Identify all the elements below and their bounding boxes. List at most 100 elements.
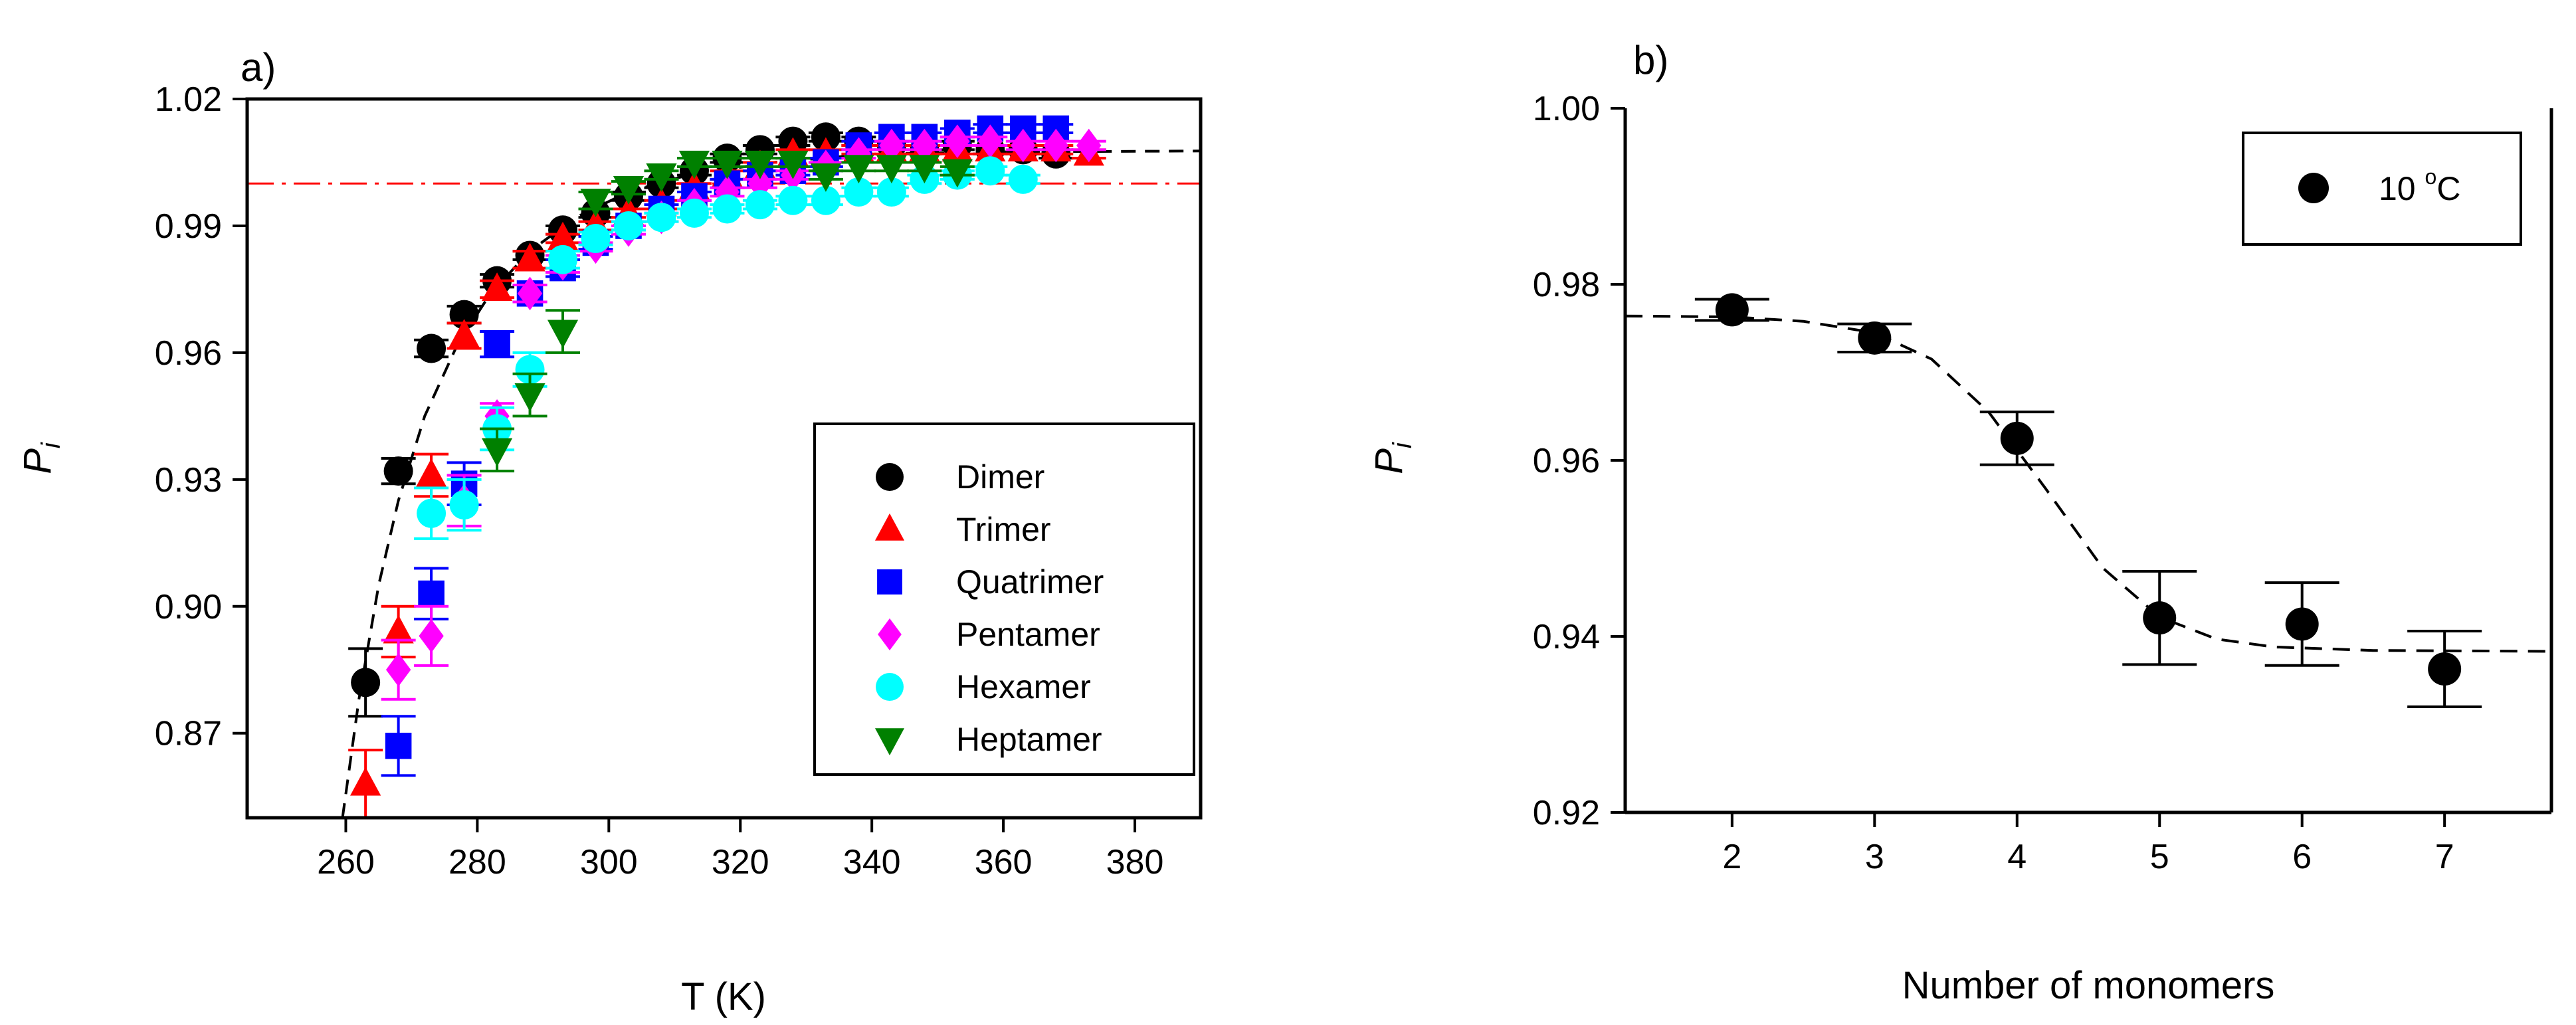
- panel-a-legend: Dimer Trimer Quatrimer Pentamer Hexamer Hepta…: [813, 422, 1195, 776]
- point-pentamer: [912, 128, 938, 163]
- panel-a-label: a): [241, 45, 276, 90]
- point-hexamer: [614, 211, 643, 240]
- point-hexamer: [811, 185, 841, 215]
- panel-b-y-axis-title: Pi: [1367, 442, 1417, 474]
- panel-b-legend: 10 oC: [2242, 132, 2522, 246]
- panel-b-x-tick-label: 4: [2007, 838, 2027, 876]
- point-10c: [2285, 607, 2319, 641]
- point-heptamer: [547, 320, 579, 349]
- point-pentamer: [419, 619, 444, 653]
- point-trimer: [383, 614, 414, 644]
- panel-b-y-tick-label: 0.96: [1533, 442, 1600, 480]
- point-heptamer: [580, 189, 611, 218]
- point-heptamer: [613, 176, 644, 205]
- point-pentamer: [879, 128, 904, 163]
- panel-b-x-ticks: 2 3 4 5 6 7: [1722, 812, 2454, 876]
- panel-a-y-tick-label: 0.90: [155, 588, 222, 626]
- panel-a-x-tick-label: 380: [1106, 843, 1164, 882]
- point-pentamer: [385, 652, 411, 687]
- point-dimer: [417, 333, 446, 363]
- panel-a: a) 260 280 300 320 340 360 380 0.87 0.90 0.93 0.9…: [16, 45, 1203, 1018]
- series-heptamer: [480, 150, 975, 473]
- point-hexamer: [581, 224, 611, 254]
- point-10c: [1858, 321, 1892, 355]
- point-hexamer: [679, 198, 709, 228]
- legend-label-dimer: Dimer: [956, 458, 1044, 496]
- point-hexamer: [844, 177, 874, 207]
- point-heptamer: [909, 155, 940, 184]
- panel-b-y-tick-label: 0.98: [1533, 266, 1600, 304]
- panel-a-x-tick-label: 260: [317, 843, 375, 882]
- point-heptamer: [843, 155, 874, 184]
- point-heptamer: [678, 150, 710, 179]
- panel-b-y-tick-label: 0.92: [1533, 794, 1600, 832]
- point-heptamer: [744, 150, 776, 179]
- legend-marker-hexamer: [876, 673, 904, 701]
- panel-a-x-tick-label: 360: [975, 843, 1033, 882]
- point-pentamer: [1043, 128, 1068, 163]
- point-trimer: [350, 767, 381, 796]
- panel-b-x-axis-title: Number of monomers: [1902, 964, 2275, 1007]
- point-10c: [1715, 293, 1749, 327]
- point-10c: [2000, 421, 2034, 455]
- point-hexamer: [876, 177, 906, 207]
- point-pentamer: [517, 276, 543, 311]
- panel-b-x-tick-label: 3: [1865, 838, 1884, 876]
- legend-marker-pentamer: [878, 618, 902, 651]
- point-hexamer: [646, 203, 676, 233]
- legend-marker-dimer: [876, 463, 904, 491]
- point-pentamer: [1011, 128, 1036, 163]
- panel-a-y-axis-title-sub: i: [37, 442, 66, 448]
- panel-a-x-tick-label: 340: [843, 843, 901, 882]
- panel-b-series: [1694, 293, 2482, 708]
- point-dimer: [351, 668, 381, 698]
- point-pentamer: [1076, 128, 1102, 163]
- panel-a-y-axis-title-main: P: [16, 448, 59, 474]
- legend-label-heptamer: Heptamer: [956, 721, 1102, 758]
- panel-b: b) 2 3 4 5 6 7 0.92 0.94 0.96 0.98 1.00 Number of…: [1367, 38, 2553, 1007]
- legend-label-quatrimer: Quatrimer: [956, 563, 1104, 601]
- panel-b-x-tick-label: 2: [1722, 838, 1741, 876]
- panel-a-x-axis-title: T (K): [681, 975, 766, 1018]
- point-trimer: [448, 319, 480, 348]
- point-dimer: [811, 122, 841, 152]
- panel-b-x-tick-label: 5: [2150, 838, 2169, 876]
- point-heptamer: [941, 159, 973, 188]
- point-trimer: [416, 458, 447, 488]
- legend-marker-trimer: [874, 513, 905, 541]
- panel-b-fit-line: [1625, 314, 2552, 653]
- panel-a-x-tick-label: 280: [448, 843, 506, 882]
- point-dimer: [383, 456, 413, 486]
- point-heptamer: [777, 150, 809, 179]
- point-hexamer: [1008, 164, 1038, 194]
- panel-b-y-axis-title-sub: i: [1388, 442, 1417, 448]
- legend-label-10c: 10 oC: [2379, 165, 2460, 207]
- point-heptamer: [876, 155, 907, 184]
- point-trimer: [547, 221, 579, 250]
- series-10c: [1694, 293, 2482, 708]
- panel-a-y-tick-label: 1.02: [155, 80, 222, 119]
- panel-b-fit-curve: [1625, 314, 2552, 653]
- panel-a-y-axis-title: Pi: [16, 442, 66, 474]
- panel-a-x-tick-label: 320: [712, 843, 769, 882]
- point-hexamer: [778, 185, 808, 215]
- legend-label-pentamer: Pentamer: [956, 616, 1100, 653]
- legend-marker-10c: [2298, 173, 2329, 203]
- legend-label-10c-degree: o: [2425, 165, 2437, 189]
- legend-label-hexamer: Hexamer: [956, 668, 1091, 705]
- point-quatrimer: [484, 331, 510, 357]
- point-trimer: [481, 272, 513, 302]
- legend-marker-heptamer: [874, 728, 905, 756]
- legend-label-10c-unit: C: [2436, 170, 2460, 207]
- point-pentamer: [977, 124, 1003, 158]
- panel-a-x-tick-label: 300: [580, 843, 638, 882]
- point-pentamer: [945, 124, 970, 158]
- legend-marker-quatrimer: [877, 569, 902, 595]
- legend-label-trimer: Trimer: [956, 511, 1051, 548]
- legend-label-10c-value: 10: [2379, 170, 2425, 207]
- point-quatrimer: [385, 733, 412, 759]
- panel-a-y-tick-label: 0.96: [155, 334, 222, 373]
- point-heptamer: [810, 163, 841, 192]
- panel-a-x-ticks: 260 280 300 320 340 360 380: [317, 818, 1163, 882]
- point-quatrimer: [418, 580, 445, 607]
